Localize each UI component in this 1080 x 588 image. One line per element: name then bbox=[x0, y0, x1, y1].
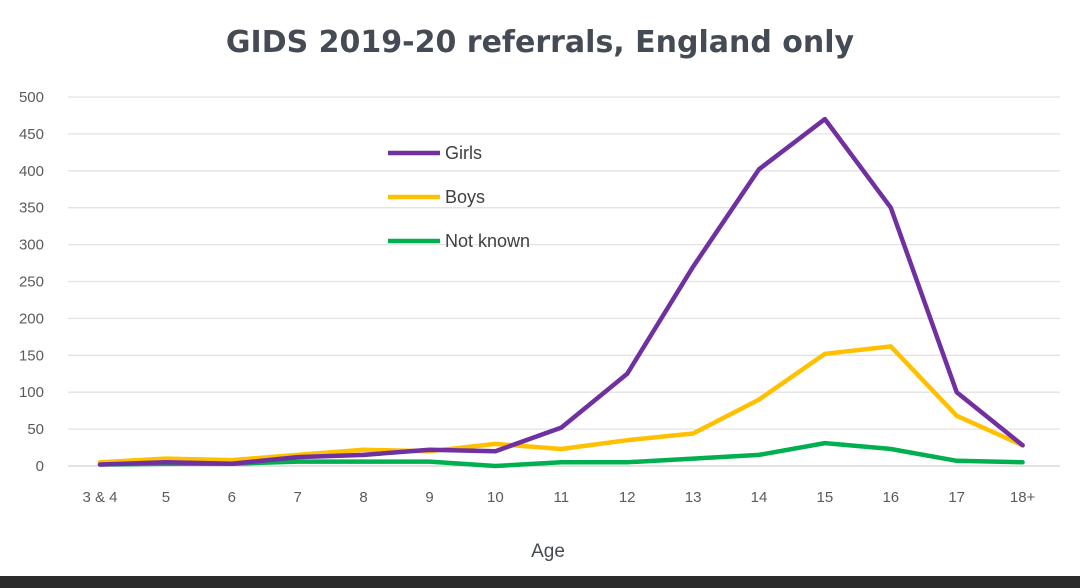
x-tick-label: 5 bbox=[162, 489, 170, 506]
x-tick-label: 7 bbox=[294, 489, 302, 506]
y-axis-ticks: 0 50 100 150 200 250 300 350 400 450 500 bbox=[19, 89, 44, 475]
y-tick-label: 0 bbox=[36, 458, 44, 475]
legend-label: Girls bbox=[445, 143, 482, 163]
legend: Girls Boys Not known bbox=[388, 143, 530, 251]
y-tick-label: 200 bbox=[19, 310, 44, 327]
x-tick-label: 16 bbox=[882, 489, 899, 506]
legend-label: Boys bbox=[445, 187, 485, 207]
x-tick-label: 17 bbox=[948, 489, 965, 506]
y-tick-label: 350 bbox=[19, 200, 44, 217]
series-lines bbox=[97, 116, 1025, 469]
x-tick-label: 18+ bbox=[1010, 489, 1036, 506]
x-axis-ticks: 3 & 4 5 6 7 8 9 10 11 12 13 14 15 16 17 18+ bbox=[82, 489, 1035, 506]
gridlines bbox=[68, 96, 1060, 467]
legend-item-not-known: Not known bbox=[388, 231, 530, 251]
x-tick-label: 11 bbox=[554, 489, 570, 506]
x-tick-label: 15 bbox=[817, 489, 834, 506]
y-tick-label: 100 bbox=[19, 384, 44, 401]
legend-item-boys: Boys bbox=[388, 187, 485, 207]
y-tick-label: 150 bbox=[19, 347, 44, 364]
y-tick-label: 450 bbox=[19, 126, 44, 143]
y-tick-label: 50 bbox=[27, 421, 44, 438]
y-tick-label: 300 bbox=[19, 237, 44, 254]
y-tick-label: 250 bbox=[19, 274, 44, 291]
x-tick-label: 13 bbox=[685, 489, 702, 506]
y-tick-label: 400 bbox=[19, 163, 44, 180]
legend-item-girls: Girls bbox=[388, 143, 482, 163]
chart-title: GIDS 2019-20 referrals, England only bbox=[226, 25, 855, 60]
legend-label: Not known bbox=[445, 231, 530, 251]
series-line-boys bbox=[97, 344, 1025, 465]
x-tick-label: 8 bbox=[359, 489, 367, 506]
x-tick-label: 12 bbox=[619, 489, 636, 506]
x-tick-label: 14 bbox=[751, 489, 768, 506]
screen-bottom-bar bbox=[0, 576, 1080, 588]
x-tick-label: 6 bbox=[228, 489, 236, 506]
y-tick-label: 500 bbox=[19, 89, 44, 106]
x-axis-label: Age bbox=[531, 541, 565, 562]
x-tick-label: 9 bbox=[425, 489, 433, 506]
x-tick-label: 10 bbox=[487, 489, 504, 506]
x-tick-label: 3 & 4 bbox=[82, 489, 117, 506]
